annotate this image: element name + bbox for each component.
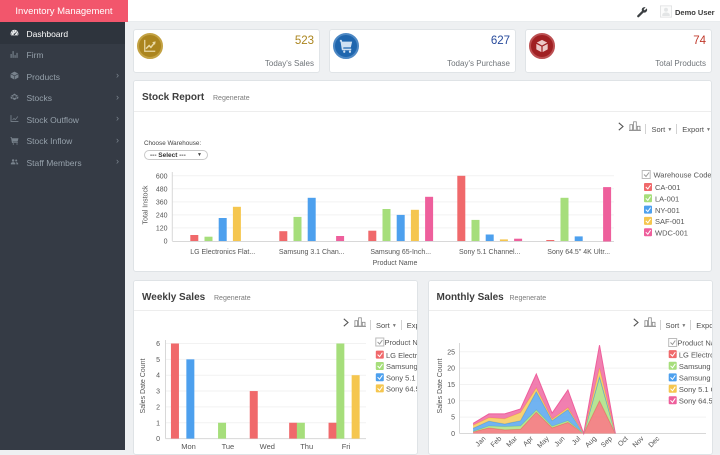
svg-text:480: 480 [156, 186, 168, 193]
svg-text:Jan: Jan [474, 435, 487, 448]
svg-text:Thu: Thu [300, 442, 313, 451]
svg-text:LG Electronics Flat...: LG Electronics Flat... [190, 249, 255, 256]
svg-text:Sales Date Count: Sales Date Count [437, 359, 444, 414]
svg-text:4: 4 [156, 373, 160, 380]
svg-text:NY-001: NY-001 [655, 206, 680, 215]
svg-text:Sep: Sep [600, 435, 614, 449]
svg-text:15: 15 [447, 382, 455, 389]
svg-text:Wed: Wed [260, 442, 275, 451]
svg-text:Samsung 65-Inch: Samsung 65-Inch [678, 374, 712, 383]
svg-text:5: 5 [156, 357, 160, 364]
svg-text:May: May [536, 435, 551, 450]
svg-text:3: 3 [156, 389, 160, 396]
svg-text:0: 0 [164, 239, 168, 246]
svg-text:Jun: Jun [553, 435, 566, 448]
svg-text:Samsung 3.1 Chan...: Samsung 3.1 Chan... [279, 249, 345, 256]
svg-text:Oct: Oct [617, 435, 630, 448]
svg-text:Tue: Tue [222, 442, 235, 451]
svg-text:Sony 5.1 Channel...: Sony 5.1 Channel... [459, 249, 521, 256]
svg-text:2: 2 [156, 404, 160, 411]
svg-text:600: 600 [156, 173, 168, 180]
svg-text:Samsung 3.1 Cha: Samsung 3.1 Cha [678, 362, 712, 371]
svg-text:Sony 5.1 Channel: Sony 5.1 Channel [678, 385, 712, 394]
svg-text:Sony 64.5" 4K Ul: Sony 64.5" 4K Ul [678, 397, 712, 406]
svg-text:0: 0 [451, 431, 455, 438]
svg-text:Nov: Nov [631, 435, 645, 449]
svg-text:6: 6 [156, 341, 160, 348]
svg-text:Samsung 65-Inch...: Samsung 65-Inch... [370, 249, 431, 256]
svg-text:1: 1 [156, 420, 160, 427]
svg-text:WDC-001: WDC-001 [655, 228, 688, 237]
svg-text:Sony 64.5" 4K Ultr...: Sony 64.5" 4K Ultr... [547, 249, 610, 256]
svg-text:Warehouse Code: Warehouse Code [654, 171, 712, 180]
svg-text:Product Name: Product Name [385, 338, 419, 347]
svg-text:240: 240 [156, 212, 168, 219]
svg-text:10: 10 [447, 398, 455, 405]
svg-text:Sales Date Count: Sales Date Count [140, 359, 147, 414]
svg-text:0: 0 [156, 436, 160, 443]
svg-text:Fri: Fri [342, 442, 351, 451]
svg-text:Feb: Feb [489, 435, 503, 449]
svg-text:LA-001: LA-001 [655, 195, 679, 204]
svg-text:120: 120 [156, 225, 168, 232]
svg-text:5: 5 [451, 415, 455, 422]
svg-text:Apr: Apr [522, 435, 535, 448]
svg-text:LG Electronics Fla: LG Electronics Fla [386, 351, 418, 360]
svg-text:Sony 5.1 Channel: Sony 5.1 Channel [386, 373, 418, 382]
svg-text:Dec: Dec [647, 435, 661, 449]
svg-text:CA-001: CA-001 [655, 183, 680, 192]
svg-text:360: 360 [156, 199, 168, 206]
svg-text:20: 20 [447, 366, 455, 373]
svg-text:Aug: Aug [584, 435, 598, 449]
svg-text:Product Name: Product Name [677, 339, 713, 348]
svg-text:25: 25 [447, 349, 455, 356]
svg-text:LG Electronics Fla: LG Electronics Fla [678, 350, 712, 359]
svg-text:Mar: Mar [505, 435, 519, 449]
svg-text:Product Name: Product Name [373, 260, 418, 267]
svg-text:Total Instock: Total Instock [143, 185, 150, 224]
svg-text:Sony 64.5" 4K Ult: Sony 64.5" 4K Ult [386, 385, 418, 394]
svg-text:Samsung 3.1 Cha: Samsung 3.1 Cha [386, 362, 418, 371]
svg-text:Jul: Jul [571, 435, 583, 447]
svg-text:SAF-001: SAF-001 [655, 217, 685, 226]
svg-text:Mon: Mon [181, 442, 196, 451]
